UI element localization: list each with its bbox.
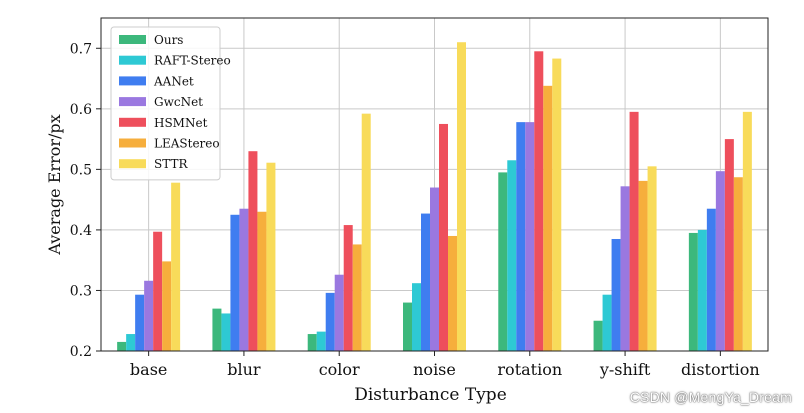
bar-gwcnet-noise xyxy=(430,187,439,351)
y-axis-label: Average Error/px xyxy=(45,114,64,255)
legend-label-sttr: STTR xyxy=(154,157,188,171)
legend-label-gwcnet: GwcNet xyxy=(154,95,203,109)
bar-leastereo-y-shift xyxy=(638,180,648,351)
bar-hsmnet-base xyxy=(153,231,163,351)
watermark: CSDN @MengYa_Dream xyxy=(629,389,792,405)
bar-aanet-base xyxy=(135,294,145,351)
bar-sttr-color xyxy=(361,113,371,351)
y-tick-label: 0.5 xyxy=(70,162,92,178)
bar-leastereo-rotation xyxy=(543,85,553,351)
x-tick-label-noise: noise xyxy=(413,360,456,379)
bar-leastereo-base xyxy=(162,261,172,351)
bar-sttr-distortion xyxy=(742,111,752,351)
bar-ours-y-shift xyxy=(593,320,603,351)
y-tick-label: 0.3 xyxy=(70,283,92,299)
bar-sttr-noise xyxy=(457,42,466,352)
bar-ours-base xyxy=(117,341,127,351)
legend-label-aanet: AANet xyxy=(153,74,194,88)
legend-swatch-sttr xyxy=(119,159,146,169)
legend-swatch-aanet xyxy=(119,76,146,86)
y-tick-label: 0.4 xyxy=(70,223,92,239)
bar-raft-stereo-noise xyxy=(412,283,421,351)
bar-sttr-y-shift xyxy=(647,166,657,351)
legend-label-hsmnet: HSMNet xyxy=(154,116,208,130)
bar-ours-noise xyxy=(403,302,412,351)
bar-ours-distortion xyxy=(688,232,698,351)
bar-aanet-noise xyxy=(421,213,430,351)
bar-hsmnet-rotation xyxy=(534,51,544,352)
bar-leastereo-blur xyxy=(257,211,267,351)
y-tick-label: 0.7 xyxy=(70,41,92,57)
bar-hsmnet-y-shift xyxy=(629,111,639,351)
bar-raft-stereo-blur xyxy=(221,313,231,351)
bar-aanet-blur xyxy=(230,214,240,351)
bar-leastereo-distortion xyxy=(733,177,743,351)
bar-aanet-distortion xyxy=(706,208,716,351)
bar-aanet-rotation xyxy=(516,122,526,351)
y-tick-label: 0.2 xyxy=(70,344,92,360)
bar-aanet-color xyxy=(325,292,335,351)
legend: Ours RAFT-Stereo AANet GwcNet HSMNet LEAStere… xyxy=(110,26,231,181)
legend-label-ours: Ours xyxy=(154,33,183,47)
bar-leastereo-noise xyxy=(448,235,457,351)
bar-gwcnet-color xyxy=(334,274,344,351)
legend-swatch-gwcnet xyxy=(119,97,146,107)
x-axis-label: Disturbance Type xyxy=(354,385,507,405)
bar-gwcnet-distortion xyxy=(715,171,725,351)
bar-ours-rotation xyxy=(498,172,508,351)
y-axis: 0.2 0.3 0.4 0.5 0.6 0.7 xyxy=(70,41,101,360)
bar-hsmnet-distortion xyxy=(724,139,734,351)
x-tick-label-y-shift: y-shift xyxy=(599,360,651,379)
bar-raft-stereo-distortion xyxy=(697,229,707,351)
bar-leastereo-color xyxy=(352,244,362,351)
x-tick-label-rotation: rotation xyxy=(497,360,562,379)
bar-ours-color xyxy=(307,334,317,351)
legend-swatch-raft-stereo xyxy=(119,55,146,65)
x-tick-label-color: color xyxy=(319,360,360,379)
legend-swatch-leastereo xyxy=(119,138,146,148)
bar-gwcnet-base xyxy=(144,280,154,351)
legend-swatch-hsmnet xyxy=(119,117,146,127)
bar-raft-stereo-base xyxy=(126,334,136,351)
bar-hsmnet-blur xyxy=(248,151,258,351)
bar-sttr-base xyxy=(171,182,181,351)
y-tick-label: 0.6 xyxy=(70,102,92,118)
bar-aanet-y-shift xyxy=(611,238,621,351)
x-tick-label-distortion: distortion xyxy=(681,360,760,379)
bar-hsmnet-noise xyxy=(439,123,448,351)
x-tick-label-blur: blur xyxy=(227,360,261,379)
bar-gwcnet-y-shift xyxy=(620,186,630,351)
bar-sttr-blur xyxy=(266,162,276,351)
bar-sttr-rotation xyxy=(552,58,562,351)
legend-label-raft-stereo: RAFT-Stereo xyxy=(154,54,231,68)
bars xyxy=(117,42,752,352)
x-tick-label-base: base xyxy=(130,360,167,379)
legend-swatch-ours xyxy=(119,35,146,44)
bar-hsmnet-color xyxy=(343,225,353,351)
bar-raft-stereo-rotation xyxy=(507,160,517,351)
legend-label-leastereo: LEAStereo xyxy=(154,137,220,151)
x-axis: base blur color noise rotation y-shift distort… xyxy=(130,351,760,379)
bar-raft-stereo-y-shift xyxy=(602,294,612,351)
bar-gwcnet-blur xyxy=(239,208,249,351)
bar-raft-stereo-color xyxy=(316,331,326,351)
bar-gwcnet-rotation xyxy=(525,122,535,351)
bar-ours-blur xyxy=(212,308,222,351)
